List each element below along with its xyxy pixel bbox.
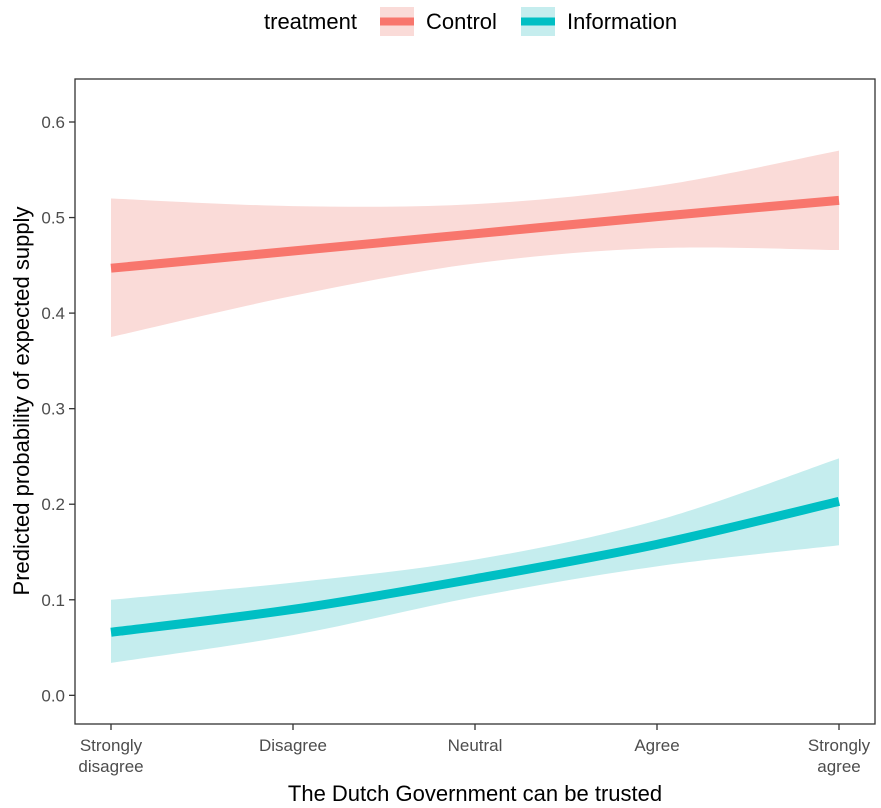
y-tick-label: 0.0 bbox=[41, 686, 65, 705]
ribbon-control bbox=[111, 150, 839, 337]
series-lines bbox=[110, 195, 841, 637]
y-tick-label: 0.5 bbox=[41, 209, 65, 228]
x-tick-label: Disagree bbox=[259, 736, 327, 755]
x-axis-title: The Dutch Government can be trusted bbox=[288, 781, 662, 806]
y-tick-label: 0.2 bbox=[41, 495, 65, 514]
y-tick-label: 0.3 bbox=[41, 400, 65, 419]
line-information bbox=[110, 496, 841, 637]
line-control bbox=[110, 195, 840, 273]
legend-label-information: Information bbox=[567, 9, 677, 34]
legend-label-control: Control bbox=[426, 9, 497, 34]
x-tick-label: Agree bbox=[634, 736, 679, 755]
x-tick-label: Neutral bbox=[448, 736, 503, 755]
x-axis: Strongly disagree Disagree Neutral Agree Stro… bbox=[78, 724, 871, 776]
legend-title: treatment bbox=[264, 9, 357, 34]
x-tick-label: Strongly disagree bbox=[78, 736, 143, 776]
y-axis-title: Predicted probability of expected supply bbox=[9, 207, 34, 596]
x-tick-label: Strongly agree bbox=[808, 736, 871, 776]
y-axis: 0.0 0.1 0.2 0.3 0.4 0.5 0.6 bbox=[41, 113, 75, 705]
ribbon-information bbox=[111, 458, 839, 663]
ribbons bbox=[111, 150, 839, 663]
y-tick-label: 0.1 bbox=[41, 591, 65, 610]
legend: treatment Control Information bbox=[264, 7, 677, 36]
y-tick-label: 0.4 bbox=[41, 304, 65, 323]
y-tick-label: 0.6 bbox=[41, 113, 65, 132]
